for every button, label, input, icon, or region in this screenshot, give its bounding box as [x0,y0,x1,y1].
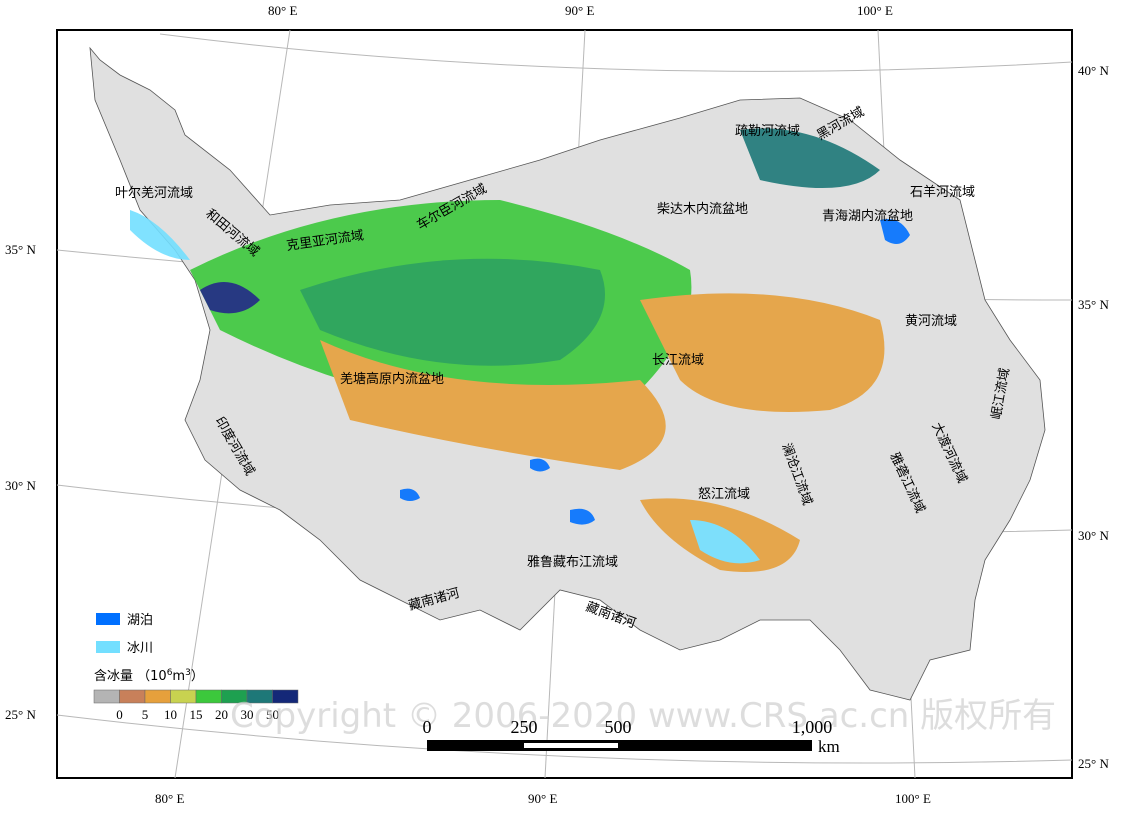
legend-color [144,689,171,704]
graticule-label: 40° N [1078,63,1109,78]
legend-tick: 20 [215,707,228,722]
ice-patches [130,128,910,572]
region-label: 长江流域 [652,353,704,368]
legend-tick: 15 [190,707,203,722]
lake [400,488,420,501]
legend-glacier-swatch [96,641,120,653]
lake [880,219,910,244]
scale-bar-segment [524,743,618,748]
graticule-label: 25° N [5,707,36,722]
legend-tick: 5 [142,707,149,722]
legend-lake-swatch [96,613,120,625]
graticule-label: 30° N [5,478,36,493]
legend-title-part: ） [191,669,204,684]
legend-lake: 湖泊 [127,613,153,628]
legend-tick: 0 [116,707,123,722]
ice-area [320,340,666,470]
ice-area [200,282,260,314]
region-label: 怒江流域 [698,487,750,502]
legend-tick: 10 [164,707,177,722]
lake [570,508,595,525]
region-label: 叶尔羌河流域 [115,186,193,201]
scale-bar-segment [427,740,812,751]
graticule-label: 35° N [1078,297,1109,312]
legend-color [119,689,146,704]
ice-area [740,128,880,188]
graticule-label: 25° N [1078,756,1109,771]
scale-tick: 0 [423,717,432,737]
lake [530,458,550,472]
legend-tick: 50 [266,707,279,722]
legend-title-part: 3 [185,668,191,678]
legend-title: 含冰量 （106m3） [94,668,204,684]
region-label: 疏勒河流域 [735,124,800,139]
ice-area [300,258,605,366]
graticule-label: 30° N [1078,528,1109,543]
legend-title-part: 含冰量 （10 [94,668,167,684]
legend-tick: 30 [241,707,254,722]
legend-color [93,689,120,704]
legend-color [195,689,222,704]
glacier [690,520,760,564]
ice-area [640,293,885,412]
legend-glacier: 冰川 [127,641,153,656]
legend-title-part: 6 [167,668,173,678]
graticule-label: 100° E [895,791,931,806]
legend-color [170,689,197,704]
graticule-label: 80° E [155,791,184,806]
graticule-label: 90° E [528,791,557,806]
legend: 湖泊 冰川 含冰量 （106m3） 0 5 10 15 20 30 50 [93,613,299,722]
legend-color [272,689,299,704]
glacier [130,210,190,260]
region-label: 青海湖内流盆地 [822,208,913,224]
graticule-label: 100° E [857,3,893,18]
region-label: 石羊河流域 [910,184,975,200]
scale-tick: 1,000 [792,717,833,737]
legend-title-part: m [172,669,185,684]
graticule-label: 35° N [5,242,36,257]
region-label: 柴达木内流盆地 [657,201,748,217]
graticule-label: 90° E [565,3,594,18]
watermark: Copyright © 2006-2020 www.CRS.ac.cn 版权所有 [230,696,1056,736]
region-label: 羌塘高原内流盆地 [340,371,444,387]
region-label: 雅鲁藏布江流域 [527,555,618,570]
graticule-label: 80° E [268,3,297,18]
scale-tick: 250 [511,717,538,737]
scale-tick: 500 [605,717,632,737]
scale-unit: km [818,737,840,756]
region-label: 黄河流域 [905,314,957,329]
